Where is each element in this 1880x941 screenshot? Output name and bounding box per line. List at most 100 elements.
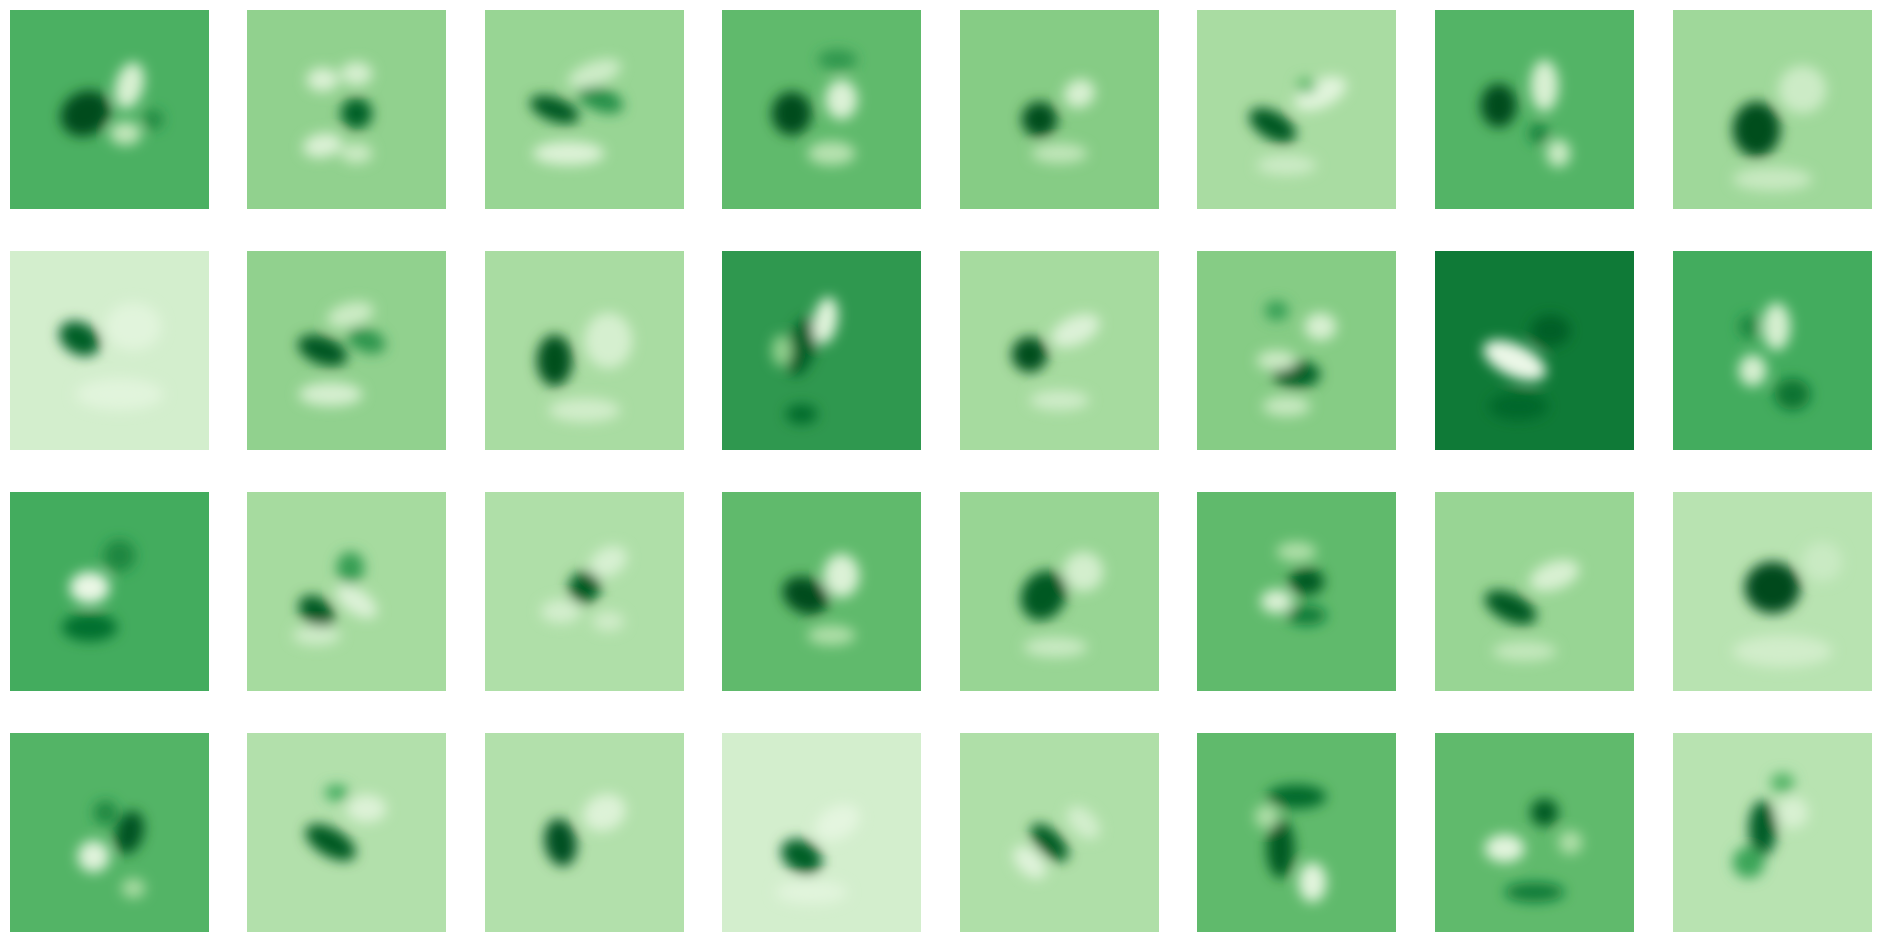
filter-background [485, 10, 684, 209]
light-weight-blob [340, 61, 373, 86]
dark-weight-blob [1011, 336, 1048, 373]
dark-weight-blob [1738, 314, 1759, 339]
filter-tile [1435, 492, 1634, 691]
light-weight-blob [1051, 313, 1100, 348]
filter-tile [960, 492, 1159, 691]
light-weight-blob [540, 599, 581, 624]
filter-image [722, 10, 921, 209]
light-weight-blob [1063, 551, 1104, 592]
dark-weight-blob [1732, 101, 1781, 158]
light-weight-blob [1483, 340, 1546, 381]
dark-weight-blob [529, 95, 580, 124]
filter-tile [1197, 733, 1396, 932]
dark-weight-blob [577, 85, 624, 114]
filter-image [485, 492, 684, 691]
dark-weight-blob [324, 784, 349, 801]
filter-background [1435, 733, 1634, 932]
filter-background [722, 251, 921, 450]
filter-background [1197, 733, 1396, 932]
light-weight-blob [1802, 541, 1843, 582]
light-weight-blob [327, 301, 374, 328]
light-weight-blob [1762, 302, 1791, 351]
filter-background [10, 251, 209, 450]
filter-tile [485, 10, 684, 209]
dark-weight-blob [1266, 784, 1327, 809]
dark-weight-blob [771, 91, 812, 136]
dark-weight-blob [1770, 772, 1795, 793]
light-weight-blob [302, 133, 343, 158]
light-weight-blob [1276, 541, 1317, 562]
filter-tile [485, 251, 684, 450]
dark-weight-blob [114, 811, 144, 854]
dark-weight-blob [305, 824, 356, 861]
filter-tile [247, 733, 446, 932]
filter-image [1435, 251, 1634, 450]
filter-tile [1435, 733, 1634, 932]
dark-weight-blob [536, 334, 573, 387]
light-weight-blob [1546, 139, 1571, 168]
dark-weight-blob [781, 838, 823, 874]
light-weight-blob [340, 143, 373, 164]
light-weight-blob [1029, 390, 1090, 411]
light-weight-blob [77, 840, 110, 873]
light-weight-blob [1529, 559, 1580, 592]
light-weight-blob [1776, 796, 1809, 829]
light-weight-blob [815, 804, 860, 841]
dark-weight-blob [1020, 570, 1067, 621]
filter-image [1435, 733, 1634, 932]
light-weight-blob [592, 611, 625, 632]
light-weight-blob [1260, 589, 1293, 614]
light-weight-blob [584, 312, 633, 369]
filter-image [1435, 492, 1634, 691]
light-weight-blob [1558, 830, 1583, 855]
light-weight-blob [807, 625, 856, 646]
filter-image [960, 251, 1159, 450]
dark-weight-blob [568, 571, 601, 604]
filter-tile [10, 492, 209, 691]
filter-background [10, 733, 209, 932]
filter-image [1673, 733, 1872, 932]
filter-background [722, 10, 921, 209]
light-weight-blob [1262, 396, 1311, 417]
filter-image [1435, 10, 1634, 209]
filter-image [247, 492, 446, 691]
dark-weight-blob [60, 90, 111, 137]
dark-weight-blob [1296, 77, 1317, 94]
filter-tile [1197, 251, 1396, 450]
light-weight-blob [335, 584, 378, 619]
light-weight-blob [1732, 635, 1833, 668]
dark-weight-blob [786, 317, 818, 376]
filter-image [485, 733, 684, 932]
dark-weight-blob [1748, 800, 1777, 857]
light-weight-blob [1492, 641, 1557, 662]
filter-background [960, 251, 1159, 450]
light-weight-blob [825, 79, 858, 120]
filter-tile [1673, 733, 1872, 932]
filter-image [1197, 492, 1396, 691]
dark-weight-blob [93, 800, 118, 825]
light-weight-blob [807, 141, 856, 166]
filter-background [1435, 10, 1634, 209]
filter-image [10, 251, 209, 450]
dark-weight-blob [1480, 83, 1517, 128]
light-weight-blob [292, 625, 341, 646]
light-weight-blob [1256, 155, 1317, 176]
dark-weight-blob [1488, 392, 1549, 421]
filter-image [722, 492, 921, 691]
light-weight-blob [1484, 834, 1525, 863]
light-weight-blob [1304, 312, 1337, 341]
filter-image [722, 733, 921, 932]
dark-weight-blob [544, 818, 577, 867]
filter-background [485, 733, 684, 932]
filter-image [960, 10, 1159, 209]
light-weight-blob [121, 878, 146, 899]
filter-background [960, 733, 1159, 932]
filter-tile [485, 492, 684, 691]
light-weight-blob [1738, 354, 1767, 387]
light-weight-blob [1013, 845, 1047, 879]
dark-weight-blob [298, 595, 335, 628]
filter-tile [1197, 10, 1396, 209]
dark-weight-blob [1530, 314, 1571, 347]
filter-background [1435, 251, 1634, 450]
